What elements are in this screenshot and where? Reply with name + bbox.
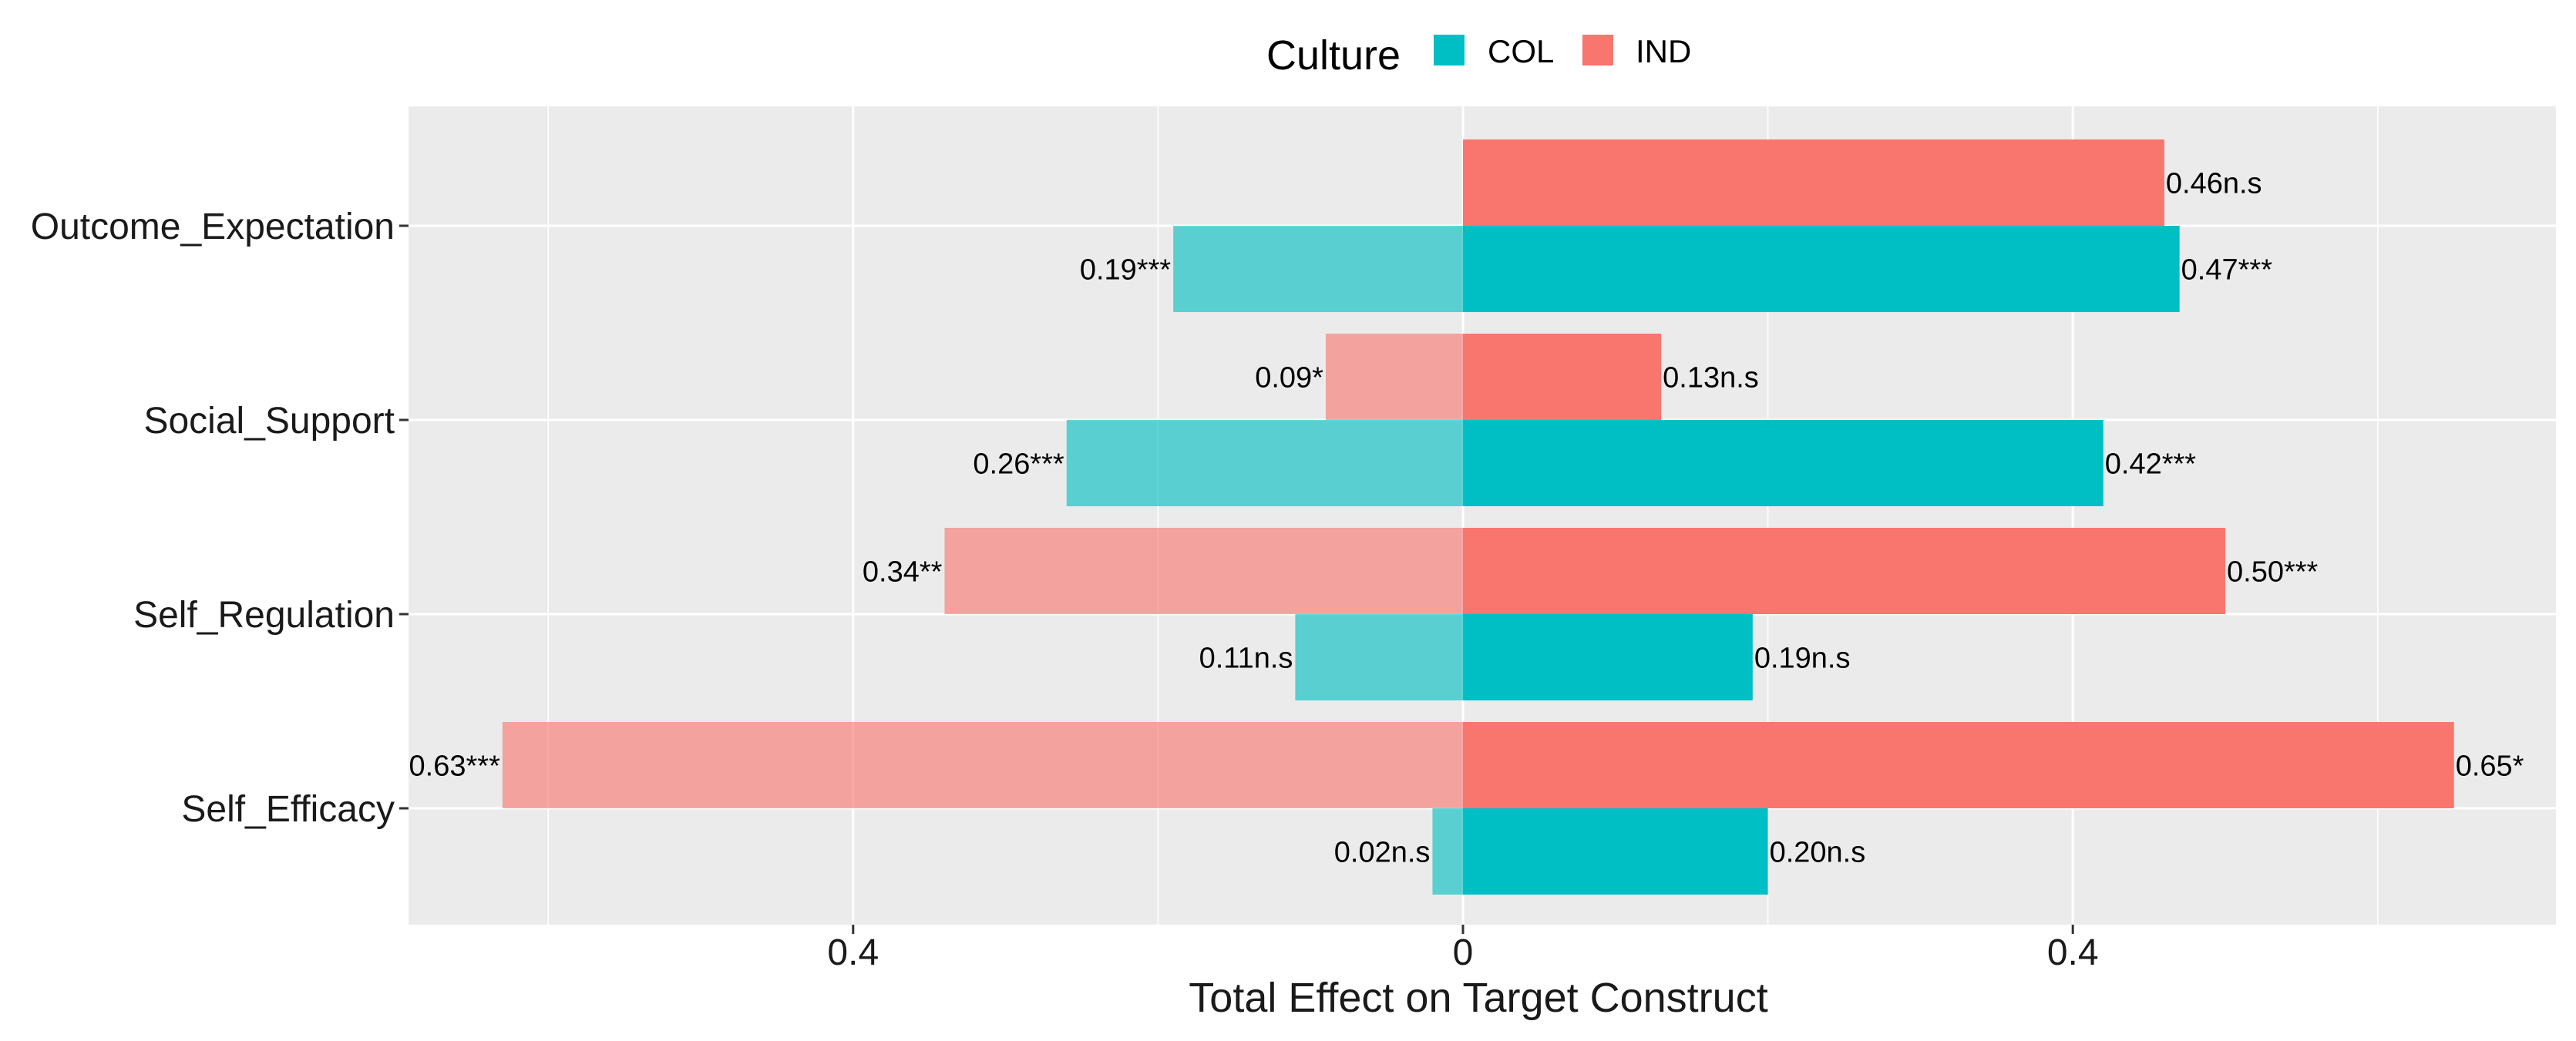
- y-axis: Outcome_Expectation Social_Support Self_Re…: [31, 207, 409, 830]
- bar-col-left: [1295, 614, 1463, 700]
- data-label-col-left: 0.26***: [973, 448, 1064, 481]
- legend-swatch-ind: [1582, 35, 1613, 65]
- bars: [502, 139, 2454, 895]
- x-axis: 0.4 0 0.4: [827, 925, 2099, 973]
- bar-col-left: [1066, 420, 1463, 506]
- legend-title: Culture: [1266, 32, 1401, 79]
- bar-col-right: [1463, 420, 2104, 506]
- y-tick-label: Self_Regulation: [133, 595, 395, 636]
- bar-col-right: [1463, 614, 1753, 700]
- data-label-col-right: 0.47***: [2181, 254, 2273, 287]
- legend: Culture COL IND: [1266, 32, 1691, 79]
- y-tick-label: Outcome_Expectation: [31, 207, 395, 247]
- bar-ind-left: [502, 722, 1463, 808]
- data-label-col-left: 0.02n.s: [1334, 837, 1431, 869]
- bar-col-left: [1173, 226, 1463, 312]
- data-label-ind-left: 0.09*: [1255, 362, 1323, 395]
- y-tick-label: Social_Support: [143, 401, 395, 442]
- data-label-col-left: 0.19***: [1080, 254, 1172, 287]
- x-tick-label: 0.4: [2047, 932, 2099, 973]
- legend-swatch-col: [1434, 35, 1465, 65]
- bar-ind-right: [1463, 139, 2164, 226]
- x-axis-title: Total Effect on Target Construct: [1189, 975, 1767, 1021]
- data-labels: 0.19*** 0.47*** 0.46n.s 0.26*** 0.42*** 0.09*…: [409, 168, 2524, 869]
- data-label-ind-left: 0.63***: [409, 751, 501, 783]
- data-label-ind-left: 0.34**: [863, 556, 943, 589]
- legend-label-col: COL: [1488, 33, 1554, 69]
- data-label-col-right: 0.20n.s: [1770, 837, 1866, 869]
- bar-col-left: [1432, 808, 1463, 895]
- x-tick-label: 0.4: [827, 932, 879, 973]
- bar-ind-right: [1463, 334, 1662, 420]
- data-label-ind-right: 0.50***: [2227, 556, 2319, 589]
- x-tick-label: 0: [1453, 932, 1474, 973]
- bar-ind-left: [1325, 334, 1463, 420]
- bar-ind-left: [944, 528, 1463, 614]
- data-label-ind-right: 0.46n.s: [2166, 168, 2262, 200]
- data-label-col-right: 0.42***: [2105, 448, 2197, 481]
- bar-col-right: [1463, 226, 2180, 312]
- data-label-col-left: 0.11n.s: [1199, 643, 1293, 675]
- bar-col-right: [1463, 808, 1768, 895]
- bar-ind-right: [1463, 722, 2454, 808]
- data-label-ind-right: 0.13n.s: [1663, 362, 1759, 395]
- bar-ind-right: [1463, 528, 2225, 614]
- data-label-col-right: 0.19n.s: [1754, 643, 1851, 675]
- legend-label-ind: IND: [1636, 33, 1691, 69]
- data-label-ind-right: 0.65*: [2456, 751, 2524, 783]
- y-tick-label: Self_Efficacy: [181, 789, 395, 830]
